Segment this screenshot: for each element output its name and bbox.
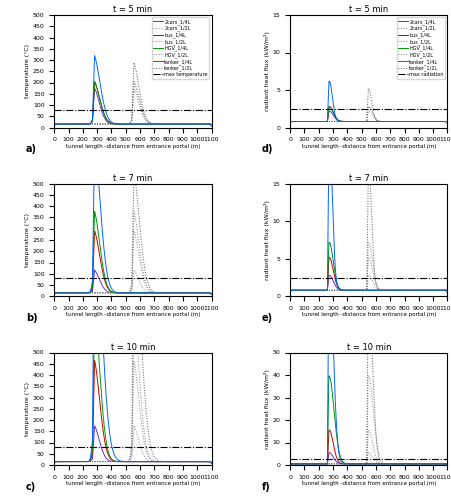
Y-axis label: radiant heat flux (kW/m²): radiant heat flux (kW/m²) [263, 369, 269, 448]
Title: t = 7 min: t = 7 min [113, 174, 152, 183]
Text: a): a) [26, 144, 37, 154]
Text: f): f) [261, 482, 270, 492]
Title: t = 10 min: t = 10 min [346, 342, 390, 351]
Legend: 2cars_1/4L, 2cars_1/2L, bus_1/4L, bus_1/2L, HGV_1/4L, HGV_1/2L, tanker_1/4L, tan: 2cars_1/4L, 2cars_1/2L, bus_1/4L, bus_1/… [396, 18, 444, 78]
Text: b): b) [26, 313, 37, 323]
X-axis label: tunnel length -distance from entrance portal (m): tunnel length -distance from entrance po… [301, 312, 435, 318]
Title: t = 7 min: t = 7 min [348, 174, 388, 183]
Title: t = 5 min: t = 5 min [113, 5, 152, 14]
Y-axis label: temperature (°C): temperature (°C) [25, 44, 30, 98]
Text: d): d) [261, 144, 273, 154]
Title: t = 10 min: t = 10 min [110, 342, 155, 351]
Text: e): e) [261, 313, 272, 323]
X-axis label: tunnel length -distance from entrance portal (m): tunnel length -distance from entrance po… [65, 481, 200, 486]
X-axis label: tunnel length -distance from entrance portal (m): tunnel length -distance from entrance po… [301, 144, 435, 148]
X-axis label: tunnel length -distance from entrance portal (m): tunnel length -distance from entrance po… [65, 312, 200, 318]
Y-axis label: temperature (°C): temperature (°C) [25, 382, 30, 436]
Text: c): c) [26, 482, 36, 492]
Title: t = 5 min: t = 5 min [349, 5, 387, 14]
Y-axis label: temperature (°C): temperature (°C) [25, 213, 30, 267]
Y-axis label: radiant heat flux (kW/m²): radiant heat flux (kW/m²) [263, 32, 269, 111]
Y-axis label: radiant heat flux (kW/m²): radiant heat flux (kW/m²) [263, 200, 269, 280]
X-axis label: tunnel length -distance from entrance portal (m): tunnel length -distance from entrance po… [65, 144, 200, 148]
X-axis label: tunnel length -distance from entrance portal (m): tunnel length -distance from entrance po… [301, 481, 435, 486]
Legend: 2cars_1/4L, 2cars_1/2L, bus_1/4L, bus_1/2L, HGV_1/4L, HGV_1/2L, tanker_1/4L, tan: 2cars_1/4L, 2cars_1/2L, bus_1/4L, bus_1/… [151, 18, 209, 78]
